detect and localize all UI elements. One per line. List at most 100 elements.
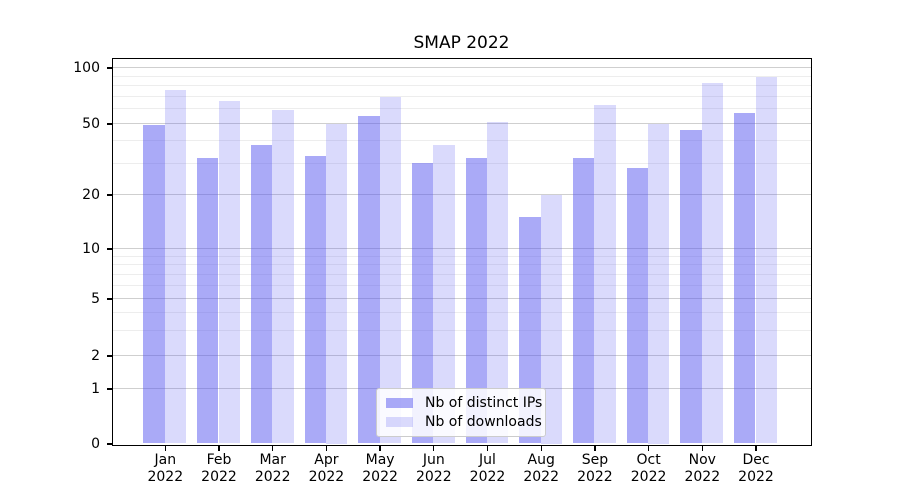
legend-label-downloads: Nb of downloads (425, 414, 542, 430)
gridline-minor (112, 162, 811, 164)
bar-downloads-jul (487, 121, 509, 444)
gridline-minor (112, 108, 811, 110)
x-tick-label-year: 2022 (738, 468, 774, 485)
legend-item: Nb of distinct IPs (386, 395, 542, 411)
legend-swatch-downloads (386, 417, 413, 427)
x-tick-label: Apr 2022 (294, 452, 358, 485)
x-tick-mark (701, 445, 703, 451)
bar-distinct-ips-sep (573, 158, 595, 444)
gridline-major (112, 355, 811, 356)
x-tick-label-month: Jun (422, 452, 445, 468)
y-tick-mark (107, 355, 112, 357)
x-tick-label: Dec 2022 (724, 452, 788, 485)
bar-downloads-apr (325, 123, 348, 444)
x-tick-mark (486, 445, 489, 451)
legend: Nb of distinct IPs Nb of downloads (376, 388, 546, 437)
x-tick-label-year: 2022 (523, 468, 559, 485)
bar-downloads-jan (164, 89, 187, 444)
x-tick-label-year: 2022 (630, 468, 667, 485)
bar-distinct-ips-aug (519, 216, 541, 444)
y-tick-label: 50 (82, 116, 100, 132)
x-tick-label-year: 2022 (201, 468, 237, 485)
y-tick-mark (107, 248, 112, 250)
bar-distinct-ips-jun (411, 163, 434, 444)
x-tick-label: Jan 2022 (133, 452, 197, 485)
bar-downloads-may (379, 97, 401, 444)
chart-title: SMAP 2022 (413, 33, 510, 53)
x-tick-label-month: Sep (581, 452, 609, 468)
gridline-minor (112, 85, 811, 87)
x-tick-mark (433, 445, 435, 451)
bar-distinct-ips-nov (680, 129, 702, 444)
x-tick-label-month: Nov (688, 452, 716, 468)
x-tick-label-month: May (365, 452, 395, 468)
gridline-minor (112, 284, 811, 286)
x-tick-mark (647, 445, 650, 451)
y-tick-label: 20 (82, 187, 100, 203)
x-tick-label-month: Aug (527, 452, 555, 468)
x-tick-label-month: Mar (259, 452, 286, 468)
plot-area (111, 57, 812, 446)
bar-downloads-nov (701, 82, 724, 444)
legend-label-distinct-ips: Nb of distinct IPs (425, 395, 543, 411)
gridline-major (112, 248, 811, 249)
gridline-minor (112, 95, 811, 97)
gridline-minor (112, 329, 811, 331)
bar-distinct-ips-feb (197, 158, 219, 444)
y-tick-mark (107, 194, 112, 196)
x-tick-label: Jun 2022 (402, 452, 466, 485)
bar-downloads-oct (648, 123, 670, 444)
gridline-major (112, 67, 811, 68)
bar-distinct-ips-jul (465, 158, 487, 444)
x-tick-label: May 2022 (348, 452, 412, 485)
x-tick-label-year: 2022 (254, 468, 291, 485)
x-tick-label-year: 2022 (684, 468, 721, 485)
y-tick-mark (107, 123, 112, 125)
x-tick-label-year: 2022 (362, 468, 398, 485)
y-tick-label: 100 (73, 60, 100, 76)
y-tick-label: 5 (91, 291, 100, 307)
y-tick-mark (107, 443, 112, 445)
x-tick-label-month: Jul (479, 452, 496, 468)
bar-distinct-ips-oct (626, 168, 649, 444)
x-tick-mark (755, 445, 757, 451)
bar-downloads-dec (755, 76, 777, 444)
bar-distinct-ips-may (358, 115, 380, 444)
bar-distinct-ips-mar (250, 144, 273, 444)
x-tick-mark (594, 445, 596, 451)
bar-distinct-ips-dec (734, 112, 756, 444)
bar-distinct-ips-jan (143, 125, 165, 444)
bar-distinct-ips-apr (304, 155, 326, 444)
bar-downloads-aug (540, 194, 563, 444)
legend-swatch-distinct-ips (386, 398, 413, 408)
y-tick-label: 0 (91, 436, 100, 452)
x-tick-label: Sep 2022 (563, 452, 627, 485)
gridline-major (112, 123, 811, 124)
bar-downloads-mar (272, 110, 294, 444)
gridline-major (112, 298, 811, 299)
y-tick-mark (107, 67, 112, 69)
x-tick-mark (379, 445, 381, 451)
x-tick-label-year: 2022 (147, 468, 184, 485)
x-tick-label-year: 2022 (308, 468, 345, 485)
x-tick-label-month: Jan (154, 452, 177, 468)
y-tick-label: 10 (82, 241, 100, 257)
gridline-minor (112, 273, 811, 275)
gridline-minor (112, 264, 811, 266)
x-tick-label-month: Oct (636, 452, 661, 468)
gridline-minor (112, 255, 811, 257)
gridline-minor (112, 75, 811, 77)
gridline-minor (112, 140, 811, 142)
x-tick-label-month: Apr (314, 452, 339, 468)
x-tick-label-year: 2022 (577, 468, 613, 485)
x-tick-mark (164, 445, 166, 451)
x-tick-label-month: Feb (206, 452, 232, 468)
x-tick-label: Aug 2022 (509, 452, 573, 485)
x-tick-mark (540, 445, 542, 451)
x-tick-label: Oct 2022 (617, 452, 681, 485)
bar-downloads-jun (433, 144, 455, 444)
x-tick-label-month: Dec (742, 452, 770, 468)
y-tick-mark (107, 388, 112, 390)
bar-downloads-feb (218, 101, 240, 444)
x-tick-label-year: 2022 (415, 468, 452, 485)
